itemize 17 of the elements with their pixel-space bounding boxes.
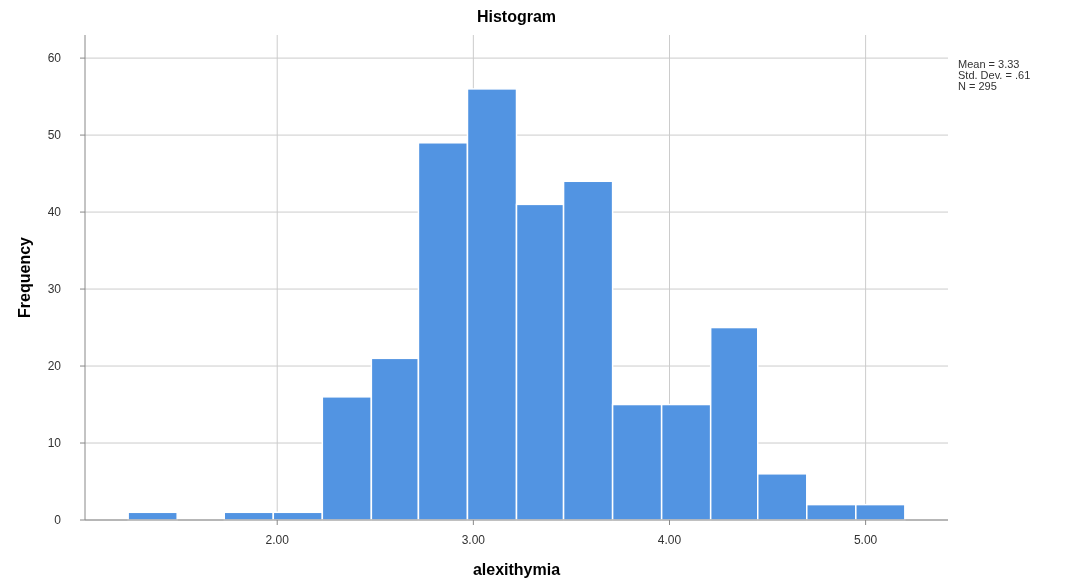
x-tick-label: 4.00 bbox=[657, 533, 682, 547]
y-axis-title: Frequency bbox=[16, 236, 33, 318]
y-tick-label: 10 bbox=[47, 436, 62, 451]
x-tick-label: 3.00 bbox=[461, 533, 486, 547]
x-tick-label: 2.00 bbox=[265, 533, 290, 547]
y-tick-label: 50 bbox=[47, 128, 62, 143]
y-tick-label: 60 bbox=[47, 51, 62, 66]
text: N = 295 bbox=[958, 80, 997, 92]
text: Std. Dev. = .61 bbox=[958, 69, 1031, 81]
x-axis-title: alexithymia bbox=[472, 561, 561, 578]
x-tick-label: 5.00 bbox=[853, 533, 878, 547]
y-tick-label: 30 bbox=[47, 282, 62, 297]
y-tick-label: 0 bbox=[54, 513, 62, 527]
y-tick-label: 40 bbox=[47, 205, 62, 220]
text: Mean = 3.33 bbox=[958, 58, 1020, 70]
chart-title: Histogram bbox=[476, 8, 557, 25]
y-tick-label: 20 bbox=[47, 359, 62, 374]
